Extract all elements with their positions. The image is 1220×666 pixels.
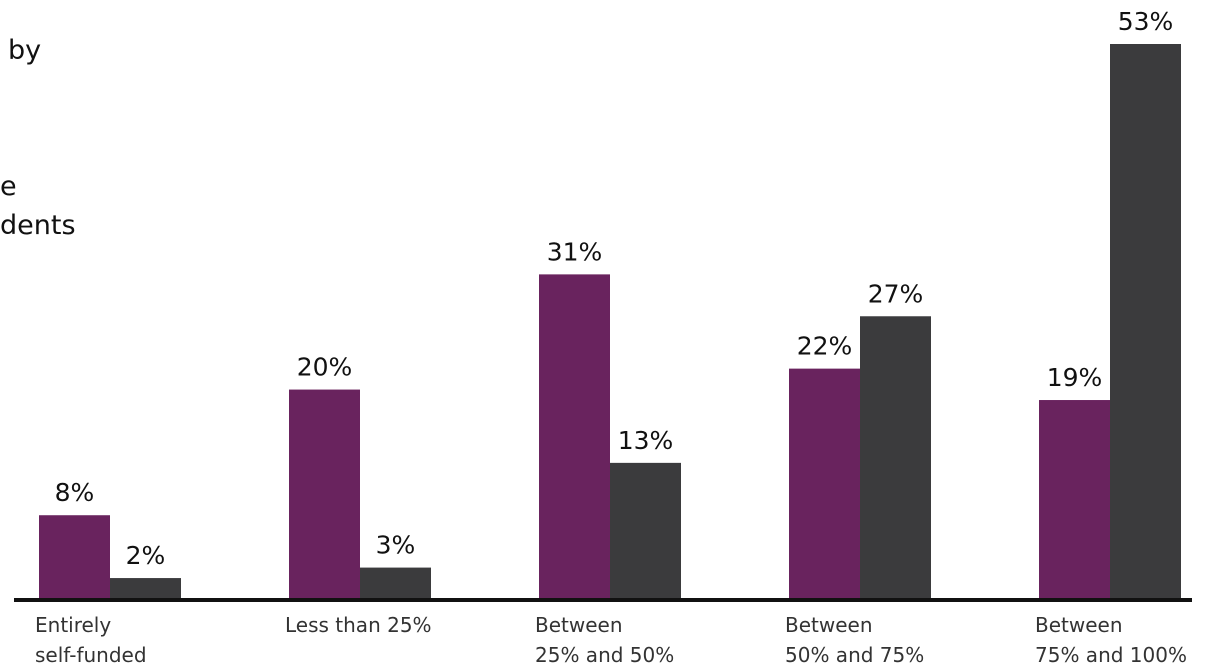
category-label: self-funded [35, 643, 147, 666]
bar-series2-cat5 [1110, 44, 1181, 599]
category-label: Less than 25% [285, 613, 432, 637]
bar-series2-cat4 [860, 316, 931, 599]
bar-value-label: 53% [1118, 7, 1174, 36]
category-label: Entirely [35, 613, 111, 637]
title-fragment-by: by [8, 35, 42, 66]
title-fragment-dents: dents [0, 210, 76, 241]
bar-series2-cat3 [610, 462, 681, 599]
category-label: 25% and 50% [535, 643, 674, 666]
bar-series1-cat5 [1039, 400, 1110, 599]
category-label: 50% and 75% [785, 643, 924, 666]
bar-labels-group: 8% 2% 20% 3% 31% 13% 22% 27% 19% 53% [55, 7, 1174, 570]
bar-series1-cat2 [289, 389, 360, 599]
category-label: Between [785, 613, 873, 637]
bar-value-label: 19% [1047, 363, 1103, 392]
category-label: Between [535, 613, 623, 637]
bar-series2-cat1 [110, 578, 181, 599]
category-labels-group: Entirely self-funded Less than 25% Between 2… [35, 613, 1187, 666]
bar-series1-cat1 [39, 515, 110, 599]
bar-value-label: 31% [547, 237, 603, 266]
bar-value-label: 2% [126, 541, 166, 570]
bars-group [39, 44, 1181, 599]
bar-series1-cat3 [539, 274, 610, 599]
bar-value-label: 13% [618, 426, 674, 455]
bar-value-label: 3% [376, 531, 416, 560]
bar-value-label: 8% [55, 478, 95, 507]
bar-series1-cat4 [789, 368, 860, 599]
bar-value-label: 22% [797, 332, 853, 361]
category-label: Between [1035, 613, 1123, 637]
bar-value-label: 20% [297, 353, 353, 382]
category-label: 75% and 100% [1035, 643, 1187, 666]
bar-value-label: 27% [868, 279, 924, 308]
bar-series2-cat2 [360, 567, 431, 599]
title-fragment-e: e [0, 171, 17, 202]
